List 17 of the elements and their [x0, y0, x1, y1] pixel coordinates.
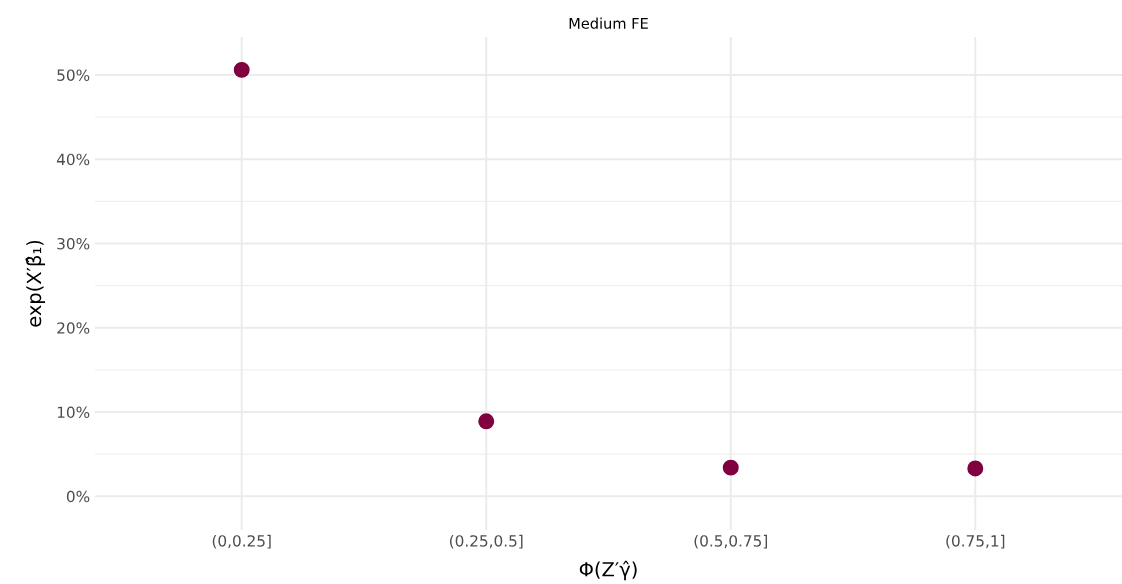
point — [233, 61, 250, 78]
y-tick-label: 20% — [57, 322, 90, 334]
x-tick-label: (0.5,0.75] — [694, 534, 767, 549]
point — [478, 413, 495, 430]
y-tick-label: 0% — [66, 490, 90, 503]
x-axis-title: Φ(Z′γ̂) — [579, 560, 637, 581]
y-axis-title: exp(X′β̂₁) — [25, 240, 46, 327]
point — [967, 460, 984, 477]
point — [722, 459, 739, 476]
y-tick-label: 40% — [56, 153, 90, 166]
y-tick-label: 10% — [57, 406, 90, 419]
y-tick-label: 50% — [57, 69, 90, 81]
x-tick-label: (0,0.25] — [212, 534, 271, 549]
y-tick-label: 30% — [57, 237, 90, 250]
x-tick-label: (0.25,0.5] — [450, 534, 523, 549]
chart-title: Medium FE — [569, 17, 648, 29]
x-tick-label: (0.75,1] — [946, 534, 1005, 549]
